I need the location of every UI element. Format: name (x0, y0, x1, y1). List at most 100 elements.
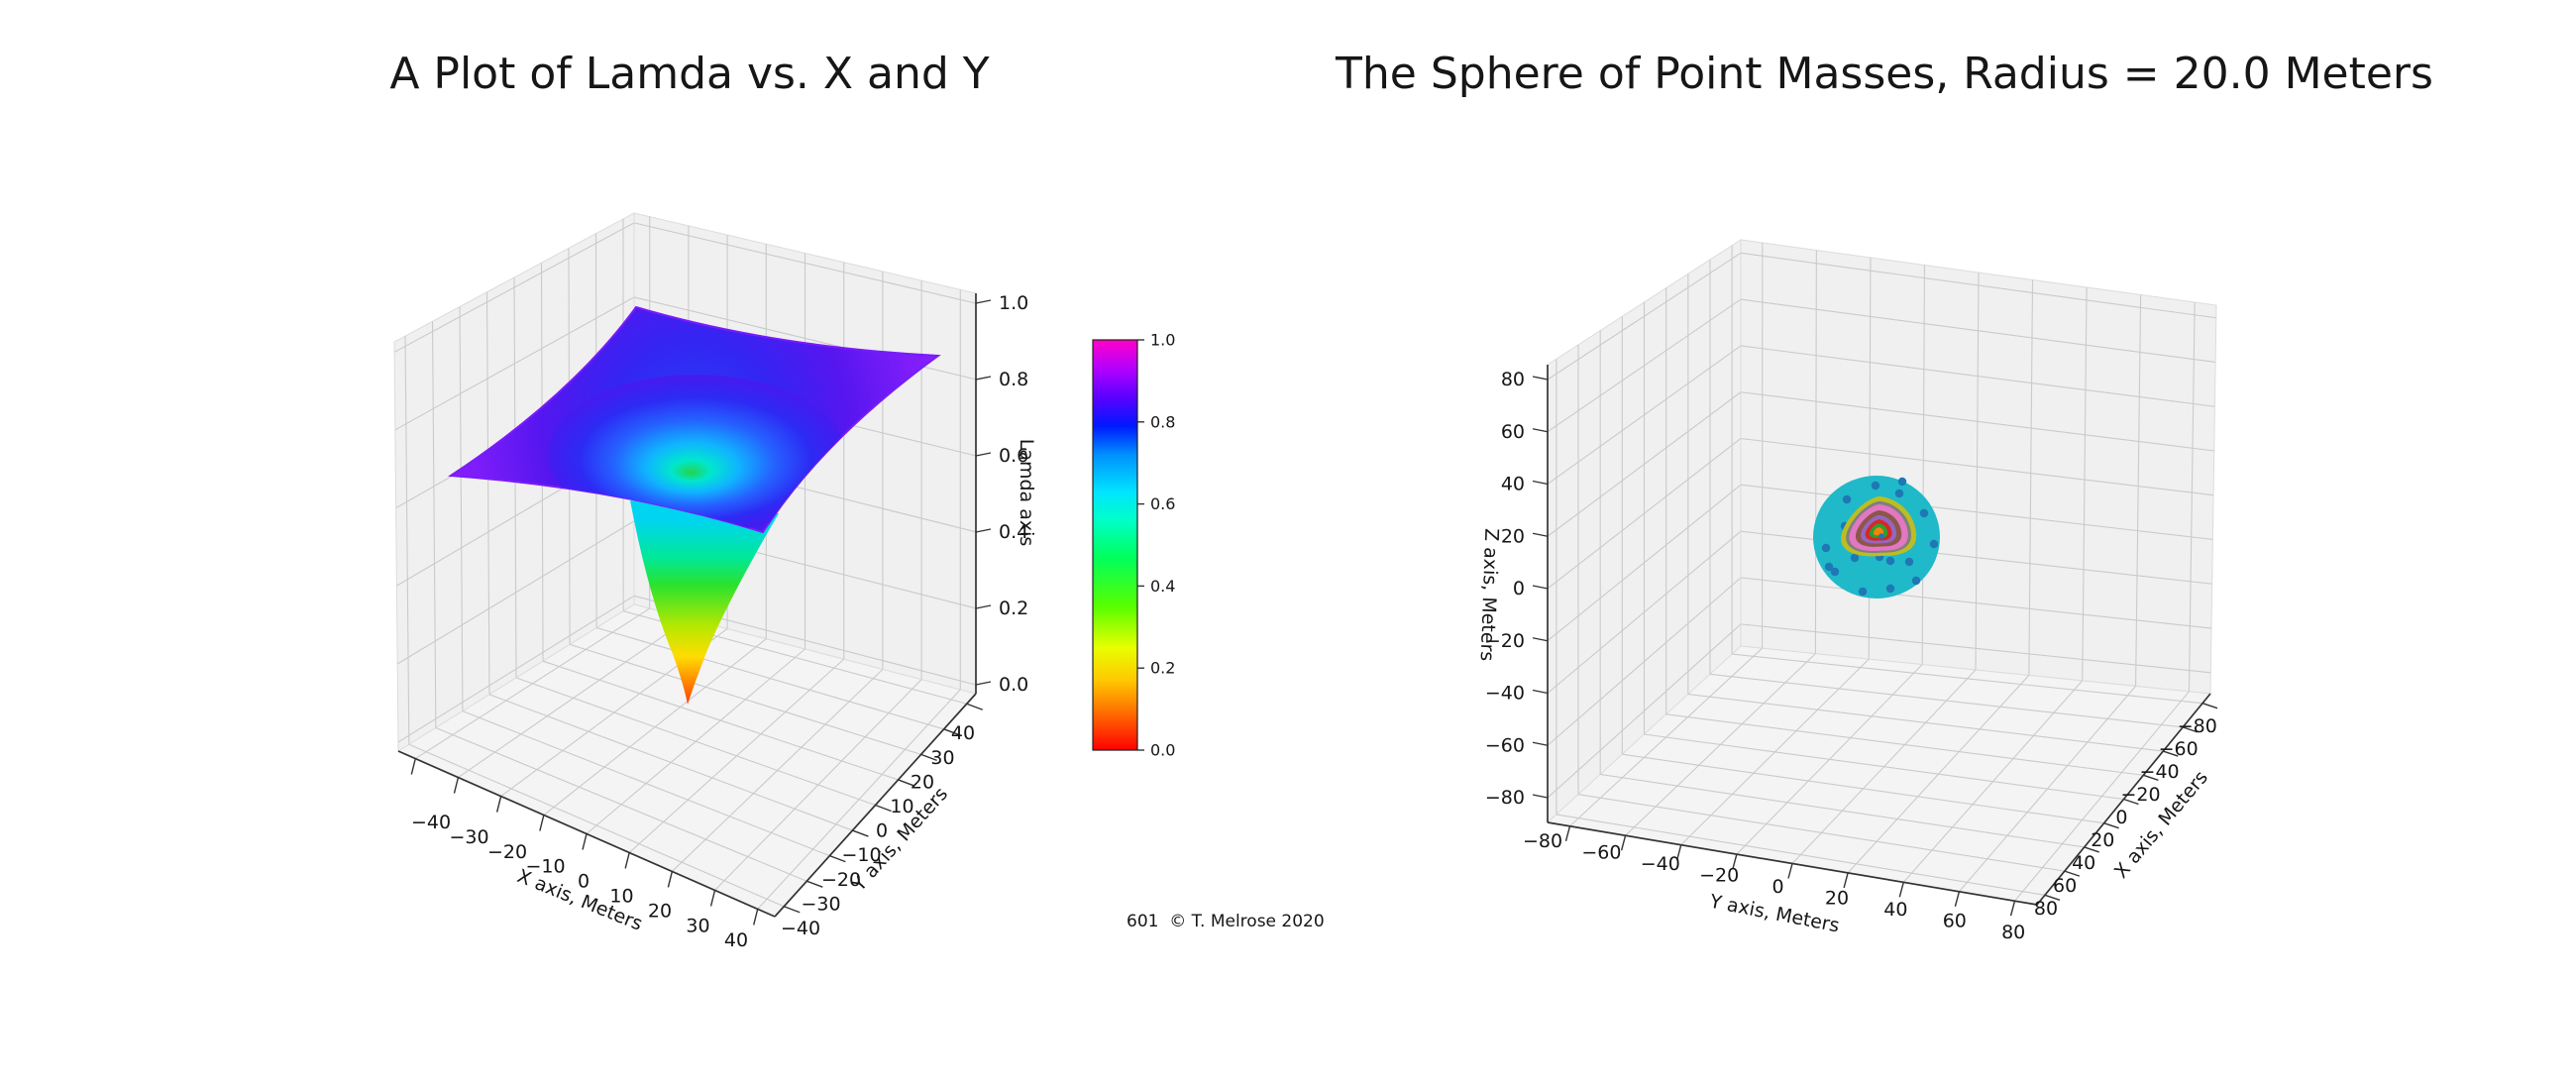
right-wall-grid (1740, 345, 2215, 407)
z-tick-label: 0 (1513, 578, 1525, 600)
x-tick (709, 890, 716, 907)
x-tick (495, 796, 502, 813)
y-tick (1787, 863, 1793, 879)
x-tick-label: −30 (449, 826, 488, 848)
y-tick-label: −30 (801, 893, 840, 915)
y-tick (852, 829, 869, 837)
right-wall-grid (633, 222, 977, 304)
z-tick-label: 1.0 (999, 292, 1028, 314)
right-wall-grid (2135, 294, 2142, 687)
z-tick-label: 80 (1501, 369, 1525, 390)
left-wall-grid (1547, 298, 1742, 433)
floor-grid (757, 689, 961, 910)
x-tick (2201, 703, 2218, 709)
surface-dot (1821, 543, 1831, 553)
x-tick-label: 0 (578, 871, 590, 893)
z-tick (1532, 428, 1549, 433)
y-tick (1898, 882, 1904, 898)
x-tick (410, 758, 416, 775)
left-plot-title: A Plot of Lamda vs. X and Y (389, 49, 989, 99)
y-tick-label: −60 (1581, 842, 1621, 864)
y-tick (1843, 872, 1849, 889)
z-tick (975, 299, 992, 304)
z-tick-label: 0.0 (999, 674, 1028, 696)
left-zaxis-label: Lamda axis (1016, 439, 1037, 547)
right-wall-grid (1740, 437, 2214, 496)
left-wall-grid (431, 321, 437, 728)
surface-dot (1929, 539, 1939, 549)
x-tick (582, 833, 588, 850)
y-tick-label: 20 (1825, 888, 1849, 910)
surface-dot (1842, 494, 1852, 504)
floor-grid (628, 658, 845, 853)
floor-grid (1791, 669, 1977, 864)
y-tick-label: −40 (781, 918, 820, 939)
z-tick-label: 20 (1501, 525, 1525, 547)
left-surface-plot: −40−30−20−10010203040−40−30−20−100102030… (389, 49, 1037, 951)
y-tick (829, 854, 846, 863)
y-tick-label: 20 (911, 771, 934, 793)
x-tick (667, 871, 674, 888)
x-tick (2084, 846, 2099, 853)
x-tick (453, 777, 460, 794)
surface-dot (1897, 477, 1907, 487)
z-tick-label: −80 (1485, 787, 1525, 809)
x-tick-label: −80 (2178, 715, 2217, 737)
right-wall-grid (1814, 250, 1817, 654)
z-tick-label: 0.4 (999, 521, 1028, 543)
right-zaxis-label: Z axis, Meters (1476, 528, 1503, 662)
left-wall-grid (397, 595, 635, 743)
x-tick (539, 815, 545, 831)
surface-dot (1885, 584, 1895, 594)
surface-dot (1911, 576, 1921, 586)
x-tick-label: −20 (2120, 784, 2160, 806)
copyright-caption: 601 © T. Melrose 2020 (1127, 912, 1325, 931)
z-tick (1532, 637, 1549, 642)
y-tick (920, 753, 937, 762)
colorbar-tick-label: 0.8 (1150, 412, 1175, 431)
right-scatter-plot: −80−60−40−20020406080806040200−20−40−60−… (1335, 49, 2433, 943)
left-wall-grid (393, 222, 635, 353)
colorbar-tick-label: 0.0 (1150, 741, 1175, 760)
z-tick-label: 0.8 (999, 369, 1028, 390)
y-tick-label: −20 (821, 869, 861, 891)
point-mass-sphere (1813, 476, 1940, 599)
floor-grid (458, 617, 690, 779)
floor-grid (586, 648, 805, 834)
y-tick-label: 40 (1883, 899, 1907, 921)
colorbar-tick-label: 0.4 (1150, 577, 1175, 596)
left-wall-grid (1547, 484, 1742, 642)
right-wall-grid (1740, 298, 2216, 364)
x-tick-label: −60 (2159, 738, 2199, 760)
z-tick-label: 0.2 (999, 598, 1028, 619)
right-wall-grid (2188, 301, 2196, 692)
right-wall-grid (2028, 279, 2034, 676)
x-tick-label: −40 (411, 812, 451, 833)
surface-funnel (630, 500, 779, 705)
x-tick-label: 20 (648, 900, 672, 922)
y-tick-label: 80 (2001, 922, 2025, 943)
y-tick (943, 728, 960, 736)
x-tick (2182, 726, 2199, 733)
z-tick (975, 528, 992, 533)
y-tick (875, 804, 892, 813)
x-tick-label: 10 (609, 886, 633, 908)
y-tick (1954, 891, 1961, 907)
x-tick (624, 852, 630, 869)
surface-dot (1871, 481, 1880, 490)
y-tick (1732, 853, 1738, 870)
left-wall-grid (459, 306, 464, 711)
x-tick (2103, 822, 2119, 829)
floor-grid (543, 638, 767, 816)
right-wall-grid (1740, 391, 2214, 452)
y-tick-label: 0 (1772, 876, 1784, 898)
left-wall-grid (396, 520, 635, 665)
right-wall-grid (1740, 623, 2211, 674)
y-tick (1676, 844, 1682, 860)
x-tick-label: 40 (724, 929, 748, 951)
left-wall-grid (1547, 438, 1742, 590)
floor-grid (671, 669, 884, 872)
colorbar-tick-label: 0.2 (1150, 659, 1175, 678)
